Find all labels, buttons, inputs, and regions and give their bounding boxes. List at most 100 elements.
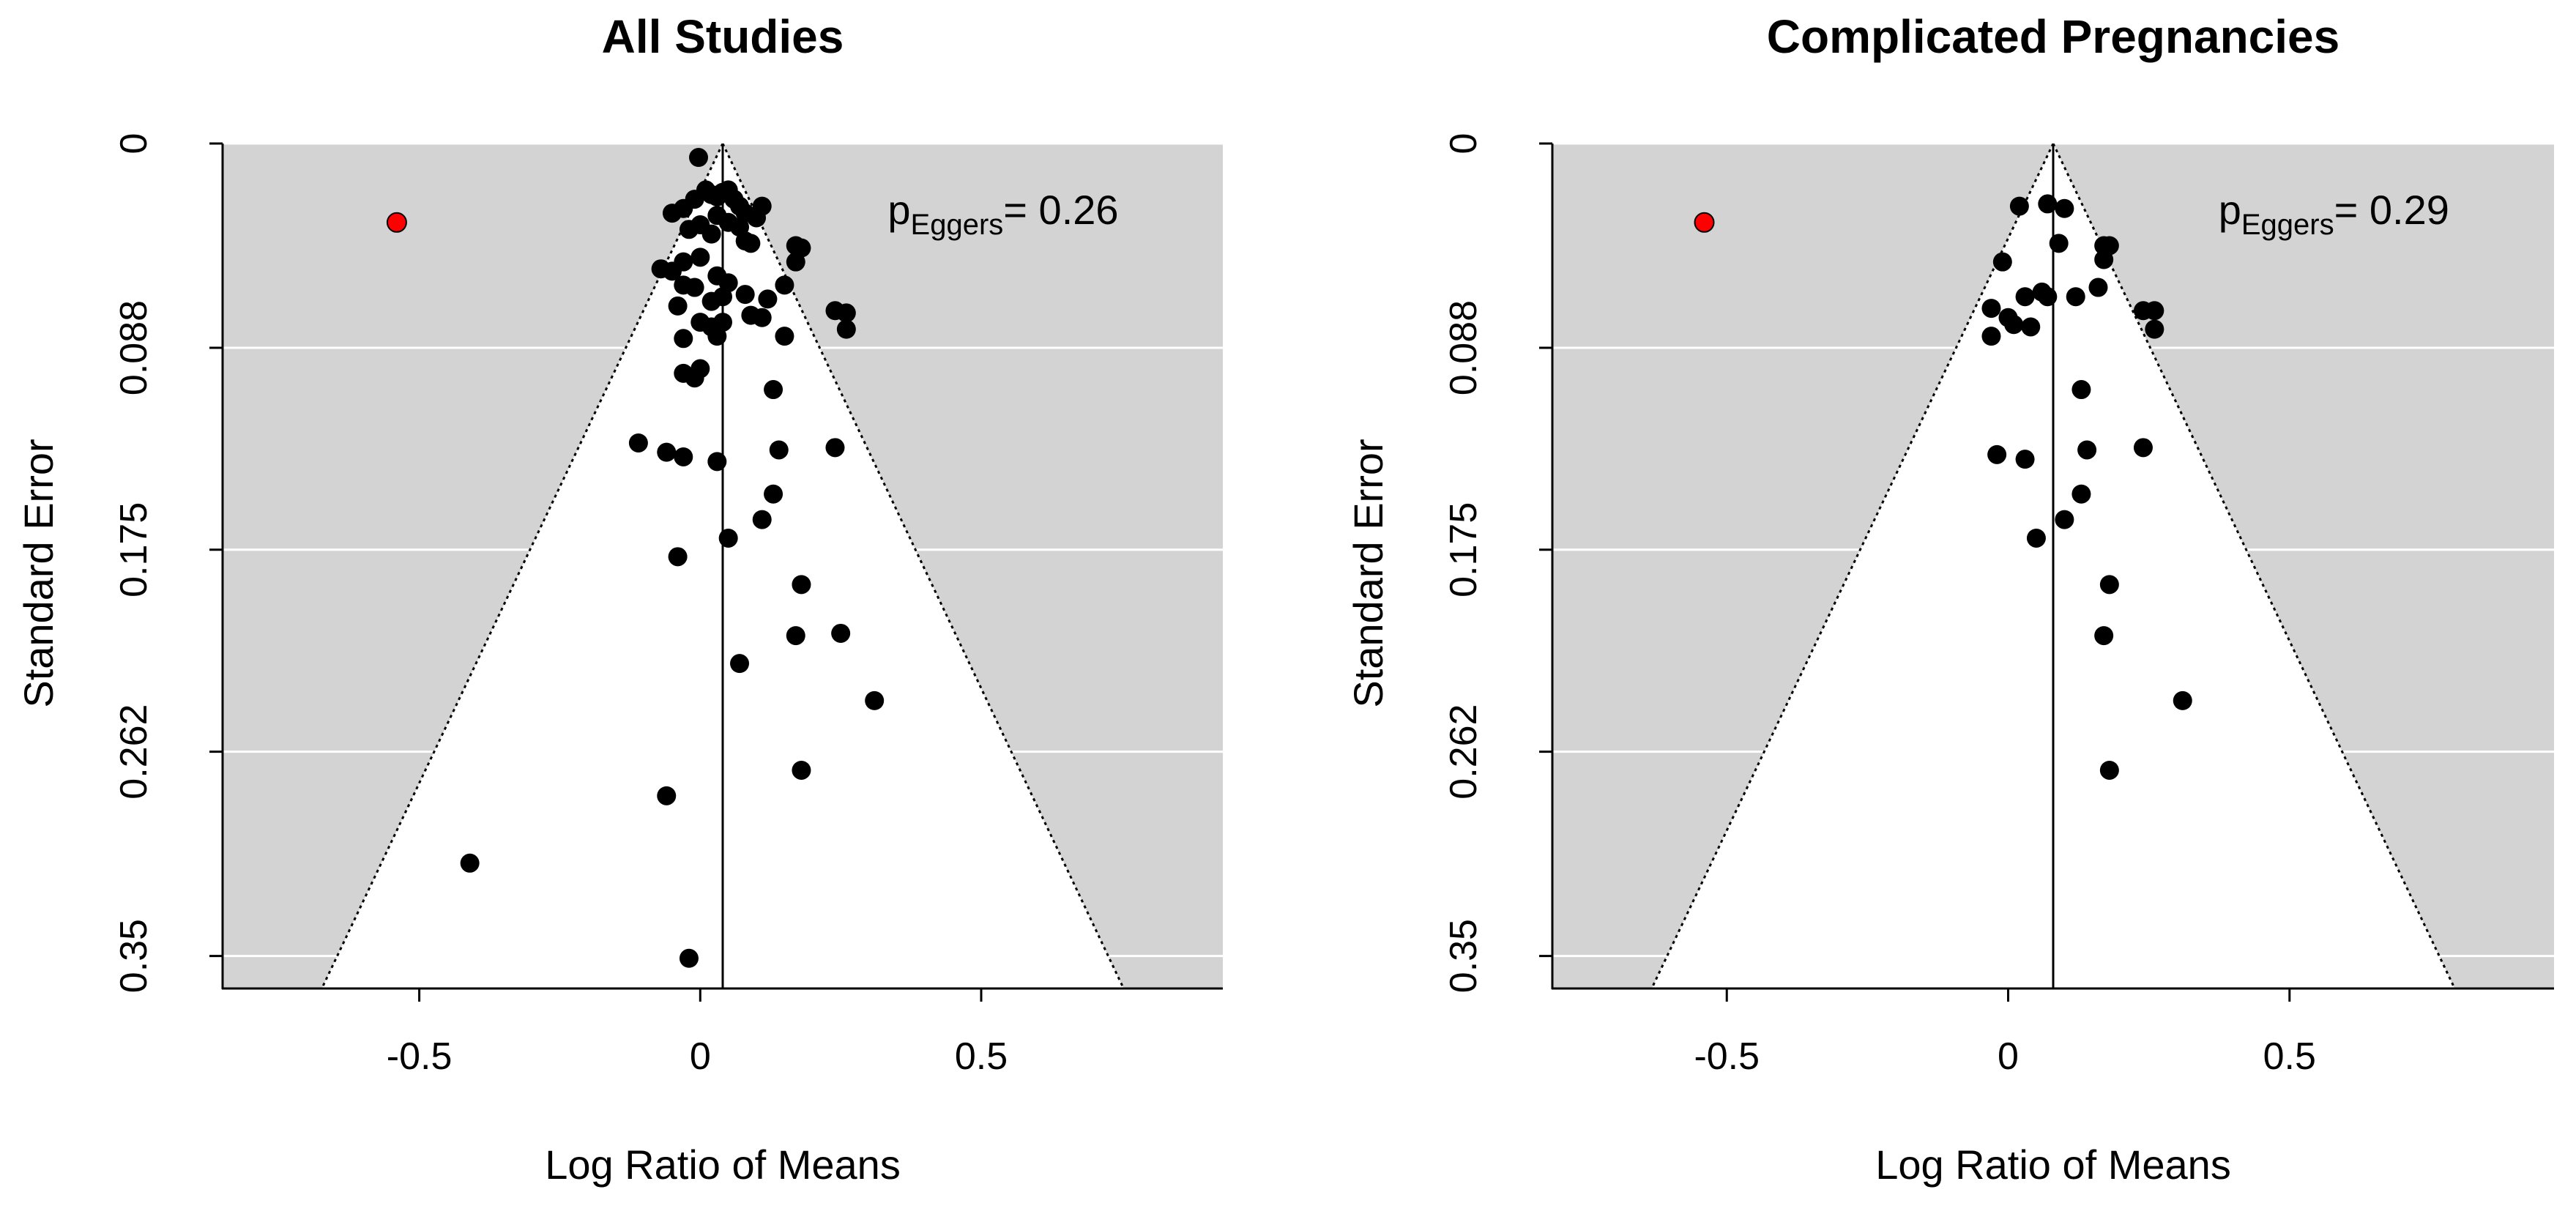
study-point-7	[1992, 252, 2012, 272]
study-point-36	[713, 287, 732, 307]
chart-title: Complicated Pregnancies	[1767, 10, 2339, 63]
study-point-58	[769, 440, 789, 460]
study-point-3	[2049, 234, 2069, 253]
y-tick-label-2: 0.175	[113, 502, 155, 597]
chart-title: All Studies	[602, 10, 844, 63]
study-point-13	[1981, 299, 2001, 319]
x-tick-label-1: 0	[1998, 1035, 2019, 1078]
study-point-52	[685, 368, 704, 388]
study-point-54	[628, 433, 648, 453]
panel-all-studies: 0 0.088 0.175 0.262 0.35 -0.5 0 0.5 All Studies L…	[15, 10, 1223, 1188]
study-point-34	[668, 296, 688, 316]
study-point-70	[657, 786, 677, 805]
egger-p-value: = 0.29	[2334, 187, 2449, 233]
study-point-60	[764, 484, 783, 504]
study-point-12	[2066, 287, 2085, 307]
study-point-15	[2004, 315, 2024, 335]
x-tick-label-0: -0.5	[1694, 1035, 1760, 1078]
egger-p-subscript: Eggers	[2241, 209, 2334, 241]
study-point-30	[2094, 626, 2114, 646]
y-tick-label-1: 0.088	[1443, 300, 1485, 395]
y-tick-label-4: 0.35	[1443, 919, 1485, 993]
y-tick-label-3: 0.262	[1443, 704, 1485, 800]
y-tick-label-1: 0.088	[113, 300, 155, 395]
study-point-47	[836, 319, 856, 339]
study-point-61	[752, 510, 772, 529]
study-point-71	[460, 853, 480, 873]
y-tick-label-2: 0.175	[1443, 502, 1485, 597]
study-point-8	[2088, 278, 2108, 297]
funnel-left-edge	[321, 144, 724, 988]
study-point-21	[701, 224, 721, 244]
study-point-63	[668, 547, 688, 567]
study-point-16	[2021, 317, 2041, 337]
y-axis-label: Standard Error	[15, 439, 62, 707]
study-point-53	[764, 380, 783, 400]
x-axis-label: Log Ratio of Means	[545, 1142, 901, 1188]
study-point-64	[792, 575, 811, 595]
y-axis-label: Standard Error	[1345, 439, 1391, 707]
study-point-46	[836, 303, 856, 323]
x-tick-label-2: 0.5	[2263, 1035, 2316, 1078]
study-point-62	[718, 528, 738, 548]
study-point-24	[674, 252, 693, 272]
study-point-6	[2094, 250, 2114, 269]
study-point-20	[2145, 319, 2164, 339]
egger-p-subscript: Eggers	[911, 209, 1004, 241]
study-point-19	[741, 234, 761, 253]
study-point-68	[865, 690, 885, 710]
study-point-29	[2099, 575, 2119, 595]
study-point-0	[689, 148, 709, 168]
study-point-49	[707, 327, 727, 346]
study-point-23	[2015, 450, 2035, 469]
y-tick-label-0: 0	[1443, 133, 1485, 154]
study-point-48	[674, 329, 693, 349]
study-point-55	[657, 442, 677, 462]
study-point-28	[2026, 528, 2046, 548]
study-point-21	[2071, 380, 2091, 400]
plot-area	[223, 144, 1223, 988]
study-point-26	[2071, 484, 2091, 504]
study-point-56	[674, 447, 693, 466]
x-tick-label-2: 0.5	[955, 1035, 1008, 1078]
study-point-72	[679, 948, 699, 968]
study-point-31	[2173, 690, 2192, 710]
study-point-59	[825, 438, 845, 458]
outlier-point	[1694, 212, 1715, 233]
y-tick-label-0: 0	[113, 133, 155, 154]
study-point-30	[685, 278, 704, 297]
egger-p-symbol: p	[2219, 187, 2241, 233]
study-point-28	[786, 252, 805, 272]
funnel-left-edge	[1650, 144, 2055, 988]
panel-complicated-pregnancies: 0 0.088 0.175 0.262 0.35 -0.5 0 0.5 Complicated …	[1345, 10, 2554, 1188]
study-point-24	[2077, 440, 2097, 460]
study-point-11	[2038, 287, 2058, 307]
study-point-65	[786, 626, 805, 646]
egger-p-value: = 0.26	[1003, 187, 1118, 233]
study-point-37	[735, 285, 755, 305]
funnel-right-edge	[721, 144, 1125, 988]
study-point-44	[775, 327, 794, 346]
study-point-57	[707, 452, 727, 472]
study-point-25	[2133, 438, 2153, 458]
study-point-2	[2055, 198, 2074, 218]
x-tick-label-1: 0	[690, 1035, 711, 1078]
study-point-9	[2015, 287, 2035, 307]
study-point-20	[679, 220, 699, 239]
study-point-1	[2038, 194, 2058, 214]
study-point-38	[758, 289, 778, 309]
study-point-22	[1987, 444, 2007, 464]
study-point-32	[2099, 760, 2119, 780]
x-tick-label-0: -0.5	[387, 1035, 453, 1078]
outlier-point	[386, 212, 407, 233]
study-point-66	[831, 623, 851, 643]
study-point-33	[775, 275, 794, 295]
study-point-19	[2145, 301, 2164, 321]
study-point-40	[752, 308, 772, 327]
study-point-25	[690, 247, 710, 267]
study-point-0	[2009, 196, 2029, 216]
funnel-right-edge	[2052, 144, 2456, 988]
egger-p-symbol: p	[887, 187, 910, 233]
egger-p-value-annotation: pEggers= 0.26	[887, 187, 1118, 241]
